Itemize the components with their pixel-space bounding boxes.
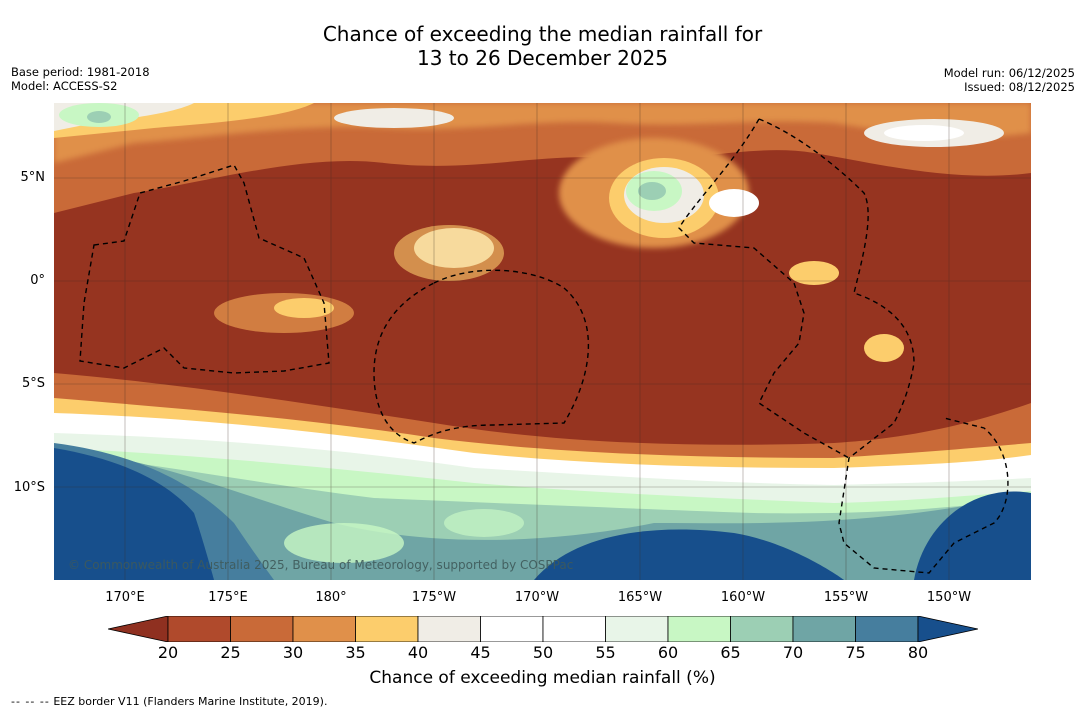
eez-kiribati-gilberts: [79, 164, 330, 374]
colorbar-swatch: [230, 616, 294, 642]
lat-label-5n: 5°N: [20, 170, 46, 185]
colorbar-tick-label: 80: [907, 643, 929, 662]
eez-phoenix: [373, 269, 590, 444]
southwest-yellow-blob: [274, 298, 334, 318]
colorbar-swatch: [542, 616, 606, 642]
colorbar-tick-label: 20: [157, 643, 179, 662]
colorbar-tick-label: 60: [657, 643, 679, 662]
lat-label-5s: 5°S: [21, 376, 45, 391]
north-corner-teal: [87, 111, 111, 123]
lon-label: 165°W: [617, 590, 663, 605]
lon-label: 175°W: [411, 590, 457, 605]
colorbar-swatch: [480, 616, 544, 642]
colorbar-swatch: [667, 616, 731, 642]
south-band-dark-blue-center: [534, 529, 844, 580]
colorbar: [108, 616, 978, 642]
colorbar-swatch: [167, 616, 231, 642]
colorbar-swatch: [355, 616, 419, 642]
south-green-patch: [284, 523, 404, 563]
north-white-blob: [334, 108, 454, 128]
title-line-1: Chance of exceeding the median rainfall …: [322, 22, 763, 46]
colorbar-tick-label: 45: [470, 643, 491, 662]
south-band-dark-blue-east: [914, 491, 1031, 580]
eez-line-islands: [758, 118, 1009, 574]
colorbar-tick-label: 30: [282, 643, 304, 662]
issued-text: Issued: 08/12/2025: [964, 80, 1075, 94]
colorbar-tick-label: 35: [345, 643, 366, 662]
colorbar-extend-high: [917, 616, 978, 642]
colorbar-swatch: [730, 616, 794, 642]
meta-left: Base period: 1981-2018 Model: ACCESS-S2: [11, 65, 150, 93]
colorbar-extend-low: [108, 616, 169, 642]
meta-right: Model run: 06/12/2025 Issued: 08/12/2025: [944, 66, 1075, 94]
colorbar-tick-label: 65: [720, 643, 741, 662]
colorbar-swatch: [855, 616, 919, 642]
central-teal-blob: [638, 182, 666, 200]
southeast-yellow-blob: [864, 334, 904, 362]
north-band-light: [54, 103, 1031, 163]
lat-label-0: 0°: [30, 273, 45, 288]
lon-label: 150°W: [926, 590, 972, 605]
south-band-dark-blue-west: [54, 448, 214, 580]
eez-line-islands-west: [678, 118, 850, 459]
base-period-text: Base period: 1981-2018: [11, 65, 150, 79]
model-text: Model: ACCESS-S2: [11, 79, 118, 93]
lon-label: 170°W: [514, 590, 560, 605]
colorbar-tick-label: 25: [220, 643, 241, 662]
colorbar-swatch: [292, 616, 356, 642]
colorbar-tick-label: 40: [407, 643, 429, 662]
copyright-watermark: © Commonwealth of Australia 2025, Bureau…: [68, 558, 574, 572]
lat-label-10s: 10°S: [13, 480, 45, 495]
colorbar-label: Chance of exceeding median rainfall (%): [369, 668, 716, 688]
lon-label: 155°W: [823, 590, 869, 605]
eez-borders: [79, 118, 1009, 574]
small-yellow-blob: [789, 261, 839, 285]
colorbar-tick-label: 50: [532, 643, 554, 662]
map-title: Chance of exceeding the median rainfall …: [0, 22, 1085, 70]
colorbar-swatch: [417, 616, 481, 642]
lon-label: 160°W: [720, 590, 766, 605]
colorbar-swatch: [605, 616, 669, 642]
model-run-text: Model run: 06/12/2025: [943, 66, 1075, 80]
footnote-text: EEZ border V11 (Flanders Marine Institut…: [53, 695, 328, 708]
northeast-white-core: [884, 125, 964, 141]
lon-label: 180°: [315, 590, 347, 605]
colorbar-tick-label: 55: [595, 643, 616, 662]
title-line-2: 13 to 26 December 2025: [416, 46, 668, 70]
east-white-blob: [709, 189, 759, 217]
rainfall-map: [54, 103, 1031, 580]
graticule: [54, 103, 1031, 580]
lon-label: 175°E: [208, 590, 248, 605]
lon-label: 170°E: [105, 590, 145, 605]
colorbar-swatch: [792, 616, 856, 642]
footnote: -- -- -- EEZ border V11 (Flanders Marine…: [11, 695, 327, 708]
colorbar-tick-label: 70: [782, 643, 804, 662]
south-green-patch-2: [444, 509, 524, 537]
eez-dash-sample: -- -- --: [11, 695, 50, 708]
north-band-orange: [54, 103, 1031, 213]
west-yellow-blob: [394, 225, 504, 281]
colorbar-tick-label: 75: [845, 643, 866, 662]
